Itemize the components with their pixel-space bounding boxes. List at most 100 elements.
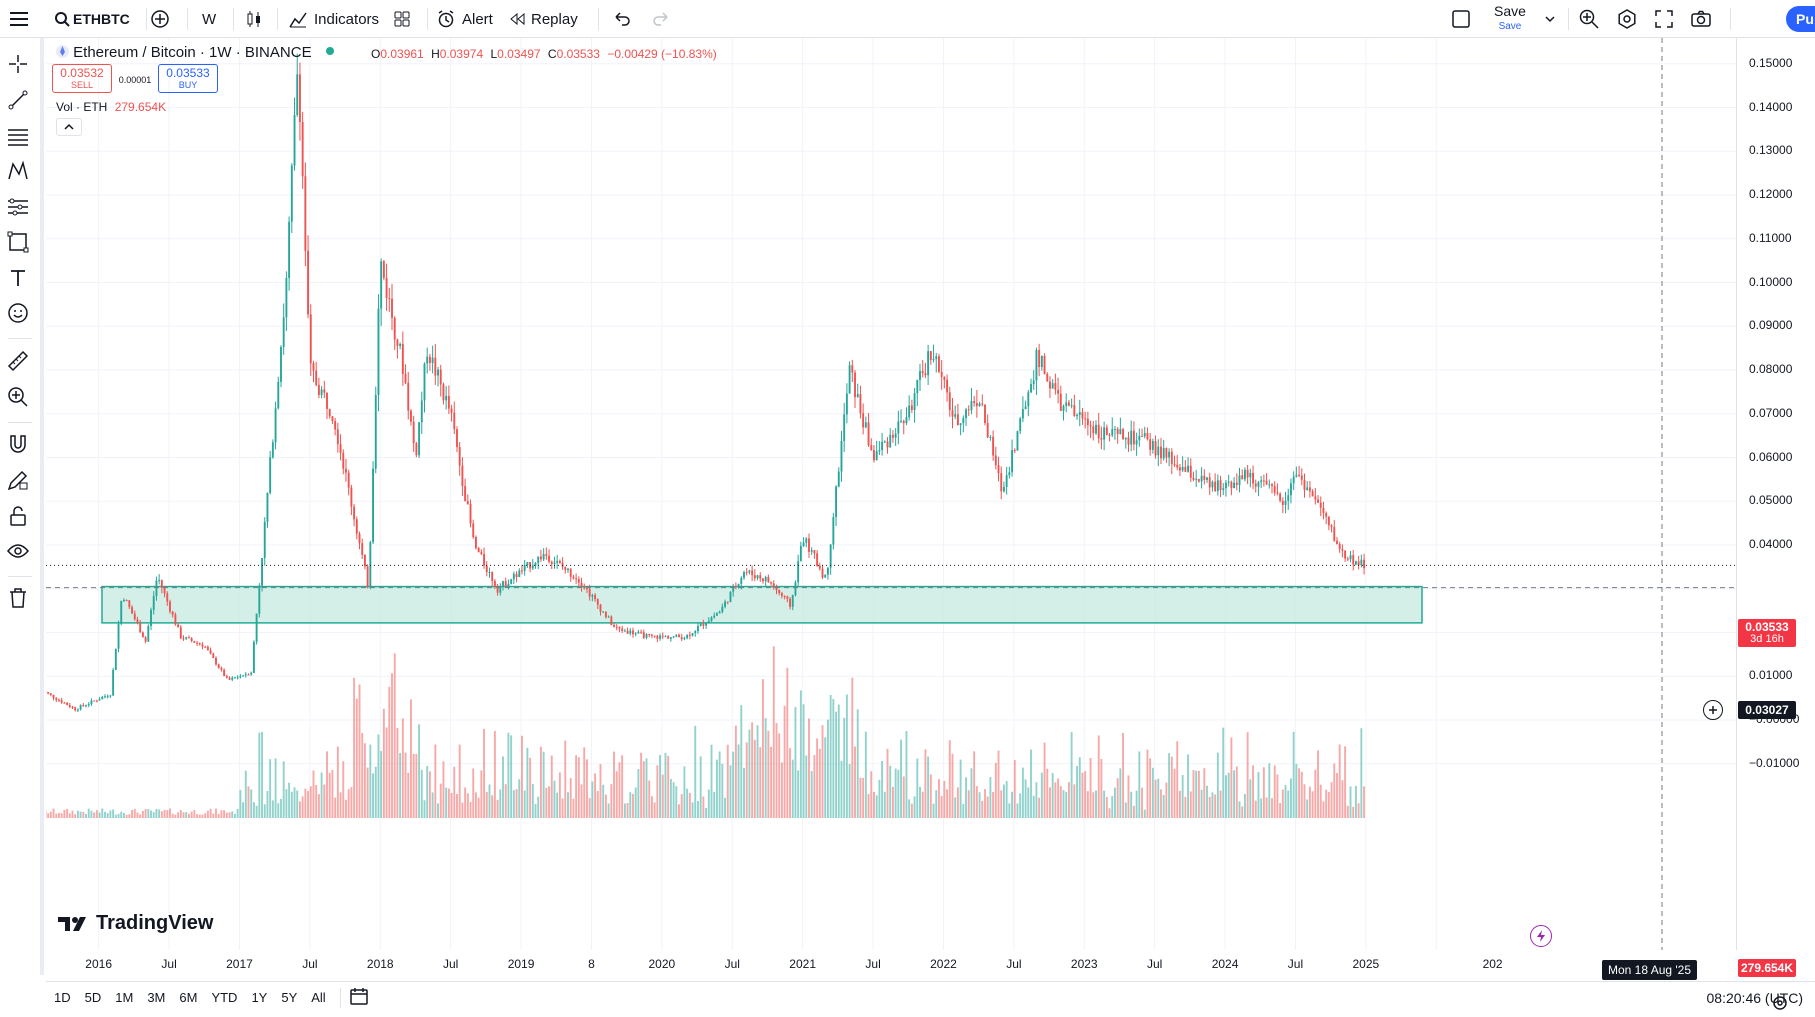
low-value: 0.03497 bbox=[497, 47, 540, 61]
volume-bar bbox=[185, 812, 187, 818]
timeframe-button[interactable]: 3M bbox=[147, 990, 165, 1005]
save-button[interactable]: Save Save bbox=[1494, 0, 1526, 38]
volume-bar bbox=[935, 790, 937, 818]
layout-toggle-button[interactable] bbox=[1450, 0, 1472, 38]
volume-bar bbox=[762, 679, 764, 818]
zoom-tool[interactable] bbox=[6, 385, 30, 409]
time-axis-label: 2017 bbox=[226, 957, 253, 971]
date-range-button[interactable] bbox=[349, 986, 369, 1009]
save-menu-button[interactable] bbox=[1544, 0, 1556, 38]
volume-bar bbox=[981, 801, 983, 818]
menu-icon[interactable] bbox=[8, 0, 30, 38]
volume-bar bbox=[559, 772, 561, 818]
compare-symbol-button[interactable] bbox=[150, 0, 170, 38]
volume-bar bbox=[1076, 766, 1078, 818]
candle-body bbox=[1179, 467, 1181, 470]
magnet-tool[interactable] bbox=[6, 432, 30, 456]
add-alert-button[interactable] bbox=[1703, 700, 1723, 720]
snapshot-button[interactable] bbox=[1690, 0, 1712, 38]
candle-body bbox=[272, 442, 274, 457]
replay-button[interactable]: Replay bbox=[507, 0, 578, 38]
candle-body bbox=[846, 394, 848, 415]
volume-bar bbox=[1146, 750, 1148, 818]
hide-drawings-tool[interactable] bbox=[6, 539, 30, 563]
volume-bar bbox=[153, 812, 155, 818]
quick-search-button[interactable] bbox=[1578, 0, 1600, 38]
keep-drawing-tool[interactable] bbox=[6, 468, 30, 492]
volume-bar bbox=[1106, 797, 1108, 818]
timeframe-button[interactable]: 1D bbox=[54, 990, 71, 1005]
candlestick-chart[interactable] bbox=[46, 38, 1736, 950]
volume-bar bbox=[987, 797, 989, 818]
candle-body bbox=[1071, 405, 1073, 406]
volume-bar bbox=[843, 718, 845, 818]
calendar-icon bbox=[349, 986, 369, 1006]
measure-tool[interactable] bbox=[6, 349, 30, 373]
volume-bar bbox=[1084, 771, 1086, 818]
interval-button[interactable]: W bbox=[202, 0, 216, 38]
alert-button[interactable]: Alert bbox=[436, 0, 493, 38]
chart-type-button[interactable] bbox=[244, 0, 264, 38]
chart-pane[interactable]: Ethereum / Bitcoin · 1W · BINANCE O0.039… bbox=[46, 38, 1736, 950]
timeframe-button[interactable]: 5D bbox=[85, 990, 102, 1005]
volume-bar bbox=[212, 813, 214, 818]
volume-bar bbox=[334, 798, 336, 818]
timeframe-button[interactable]: 6M bbox=[179, 990, 197, 1005]
price-axis-label: 0.10000 bbox=[1749, 275, 1792, 289]
publish-button[interactable]: Pu bbox=[1786, 6, 1815, 32]
ethereum-icon bbox=[56, 45, 69, 58]
utc-clock[interactable]: 08:20:46 (UTC) bbox=[1707, 990, 1803, 1006]
fullscreen-button[interactable] bbox=[1654, 0, 1674, 38]
settings-button[interactable] bbox=[1616, 0, 1638, 38]
volume-bar bbox=[158, 809, 160, 818]
volume-bar bbox=[556, 793, 558, 818]
volume-bar bbox=[494, 731, 496, 818]
fib-tool[interactable] bbox=[6, 124, 30, 148]
trend-line-tool[interactable] bbox=[6, 88, 30, 112]
collapse-legend-button[interactable] bbox=[56, 118, 82, 136]
events-icon[interactable] bbox=[1530, 925, 1552, 947]
candle-body bbox=[1114, 429, 1116, 430]
remove-drawings-tool[interactable] bbox=[6, 586, 30, 610]
candle-body bbox=[1017, 431, 1019, 450]
candle-body bbox=[1060, 394, 1062, 411]
volume-bar bbox=[743, 768, 745, 818]
candle-body bbox=[721, 607, 723, 612]
buy-button[interactable]: 0.03533 BUY bbox=[158, 64, 218, 93]
symbol-search-button[interactable]: ETHBTC bbox=[54, 0, 130, 38]
crosshair-tool[interactable] bbox=[6, 52, 30, 76]
candle-body bbox=[126, 600, 128, 601]
volume-bar bbox=[689, 793, 691, 818]
candle-body bbox=[816, 553, 818, 566]
pattern-tool[interactable] bbox=[6, 159, 30, 183]
sell-label: SELL bbox=[53, 80, 111, 91]
volume-bar bbox=[800, 690, 802, 818]
candle-body bbox=[1230, 482, 1232, 488]
volume-bar bbox=[93, 813, 95, 818]
candle-body bbox=[1214, 482, 1216, 491]
timeframe-button[interactable]: All bbox=[311, 990, 325, 1005]
timeframe-button[interactable]: 5Y bbox=[281, 990, 297, 1005]
lock-drawings-tool[interactable] bbox=[6, 504, 30, 528]
icon-tool[interactable] bbox=[6, 301, 30, 325]
tradingview-logo[interactable]: TradingView bbox=[58, 912, 213, 935]
text-tool[interactable] bbox=[6, 266, 30, 290]
volume-bar bbox=[459, 745, 461, 818]
layouts-button[interactable] bbox=[392, 0, 412, 38]
indicators-button[interactable]: Indicators bbox=[288, 0, 379, 38]
candle-body bbox=[1182, 467, 1184, 471]
candle-body bbox=[962, 418, 964, 423]
forecast-tool[interactable] bbox=[6, 195, 30, 219]
timeframe-button[interactable]: 1Y bbox=[251, 990, 267, 1005]
candle-body bbox=[193, 641, 195, 643]
timeframe-button[interactable]: YTD bbox=[211, 990, 237, 1005]
undo-button[interactable] bbox=[612, 0, 632, 38]
volume-bar bbox=[865, 732, 867, 818]
redo-button[interactable] bbox=[651, 0, 671, 38]
volume-bar bbox=[1266, 798, 1268, 818]
shapes-tool[interactable] bbox=[6, 230, 30, 254]
timeframe-button[interactable]: 1M bbox=[115, 990, 133, 1005]
sell-button[interactable]: 0.03532 SELL bbox=[52, 64, 112, 93]
